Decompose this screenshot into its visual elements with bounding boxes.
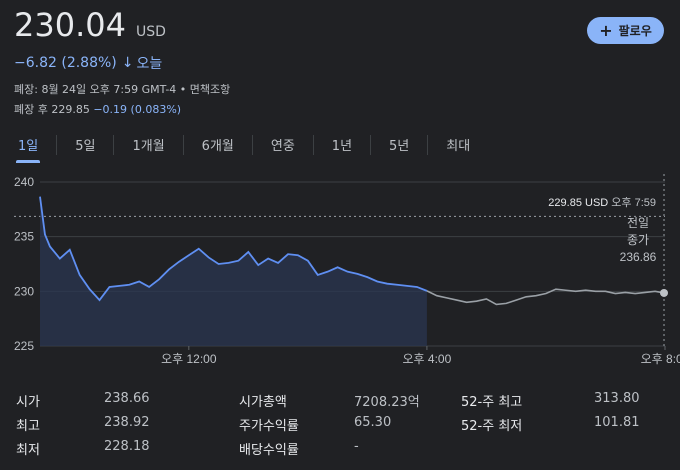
stat-value: 238.66 xyxy=(104,391,150,406)
stat-label: 배당수익률 xyxy=(239,443,299,458)
price-change: −6.82 (2.88%) ↓ 오늘 xyxy=(14,53,162,73)
previous-close-label: 종가 xyxy=(627,233,649,247)
stat-value: - xyxy=(354,439,359,454)
x-tick-label: 오후 8:00 xyxy=(641,352,680,366)
currency-code: USD xyxy=(135,24,166,40)
stat-label: 시가 xyxy=(16,395,40,410)
arrow-down-icon: ↓ xyxy=(121,55,134,71)
x-tick-label: 오후 12:00 xyxy=(161,352,217,366)
stat-52w-high: 52-주 최고 313.80 xyxy=(461,391,640,410)
after-hours-change: −0.19 (0.083%) xyxy=(93,103,182,116)
stat-value: 228.18 xyxy=(104,439,150,454)
previous-close-label: 236.86 xyxy=(620,250,657,264)
market-closed-info: 폐장: 8월 24일 오후 7:59 GMT-4 • 면책조항 xyxy=(14,83,231,96)
tab-5d[interactable]: 5일 xyxy=(75,139,96,154)
tab-1m[interactable]: 1개월 xyxy=(132,139,165,154)
stat-value: 101.81 xyxy=(594,415,640,430)
plus-icon: + xyxy=(599,20,613,40)
stat-value: 65.30 xyxy=(354,415,392,430)
previous-close-label: 전일 xyxy=(627,216,649,230)
tab-divider xyxy=(251,135,253,155)
stat-label: 최저 xyxy=(16,443,40,458)
tab-divider xyxy=(182,135,184,155)
x-tick-label: 오후 4:00 xyxy=(403,352,452,366)
follow-button[interactable]: + 팔로우 xyxy=(587,17,664,44)
tab-divider xyxy=(56,135,58,155)
y-tick-label: 235 xyxy=(14,230,34,244)
tab-5y[interactable]: 5년 xyxy=(389,139,410,154)
change-value: −6.82 (2.88%) xyxy=(14,55,117,71)
price-header: 230.04 USD xyxy=(14,6,166,44)
tab-divider xyxy=(113,135,115,155)
stat-open: 시가 238.66 xyxy=(16,391,150,410)
tab-divider xyxy=(370,135,372,155)
stat-dividend-yield: 배당수익률 - xyxy=(239,439,359,458)
tab-1y[interactable]: 1년 xyxy=(331,139,353,154)
tooltip-price: 229.85 USD xyxy=(548,197,611,209)
after-hours-info: 폐장 후 229.85 −0.19 (0.083%) xyxy=(14,101,181,117)
extended-session-line xyxy=(426,288,665,306)
price-area-fill xyxy=(40,196,427,346)
follow-button-label: 팔로우 xyxy=(618,24,652,38)
tab-6m[interactable]: 6개월 xyxy=(201,139,234,154)
stat-label: 52-주 최저 xyxy=(461,419,523,434)
range-tabs: 1일 5일 1개월 6개월 연중 1년 5년 최대 xyxy=(14,135,474,163)
current-price: 230.04 xyxy=(14,6,126,44)
tab-1d[interactable]: 1일 xyxy=(14,135,42,163)
tab-max[interactable]: 최대 xyxy=(446,139,471,154)
tab-ytd[interactable]: 연중 xyxy=(270,139,295,154)
stat-pe-ratio: 주가수익률 65.30 xyxy=(239,415,391,434)
tooltip-time: 오후 7:59 xyxy=(611,196,656,209)
stat-label: 시가총액 xyxy=(239,395,287,410)
change-period: 오늘 xyxy=(136,56,163,72)
stat-low: 최저 228.18 xyxy=(16,439,150,458)
hover-point[interactable] xyxy=(660,288,669,297)
stat-value: 7208.23억 xyxy=(354,395,420,410)
stat-label: 최고 xyxy=(16,419,40,434)
stat-label: 52-주 최고 xyxy=(461,395,523,410)
stat-52w-low: 52-주 최저 101.81 xyxy=(461,415,640,434)
y-tick-label: 225 xyxy=(14,339,34,353)
stat-label: 주가수익률 xyxy=(239,419,299,434)
price-chart[interactable]: 240 235 230 225 오후 12:00 오후 4:00 오후 8:00 229.85… xyxy=(0,170,680,370)
hover-tooltip: 229.85 USD 오후 7:59 xyxy=(548,196,656,209)
y-tick-label: 230 xyxy=(14,284,34,298)
regular-session-line xyxy=(39,196,428,302)
y-tick-label: 240 xyxy=(14,175,34,189)
tab-divider xyxy=(312,135,314,155)
stat-market-cap: 시가총액 7208.23억 xyxy=(239,391,420,410)
after-hours-price: 폐장 후 229.85 xyxy=(14,103,90,116)
tab-divider xyxy=(427,135,429,155)
stat-value: 313.80 xyxy=(594,391,640,406)
stat-value: 238.92 xyxy=(104,415,150,430)
stat-high: 최고 238.92 xyxy=(16,415,150,434)
